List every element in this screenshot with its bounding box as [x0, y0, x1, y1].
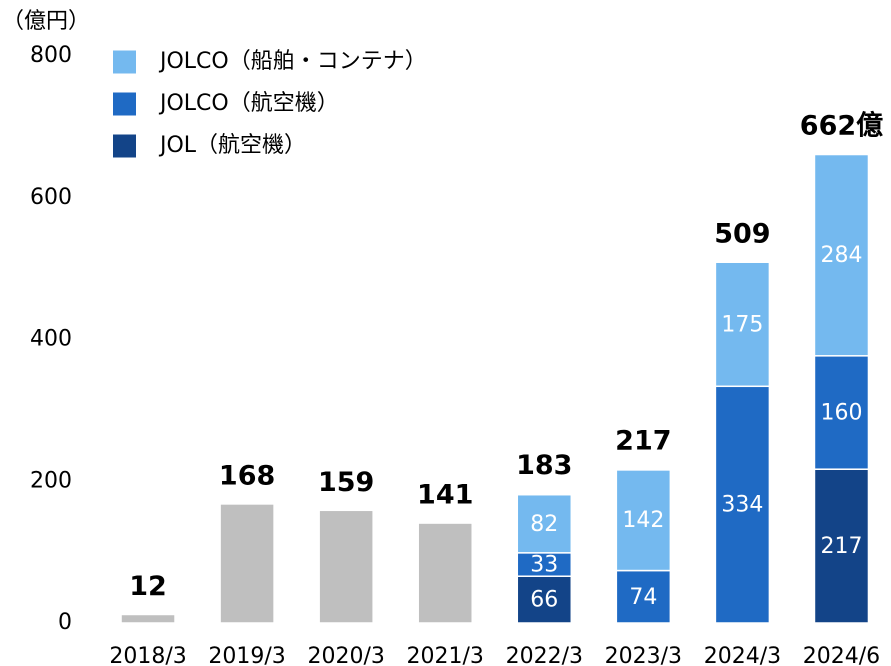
- legend-swatch: [113, 50, 136, 74]
- total-label: 662億: [800, 110, 883, 141]
- segment-label: 160: [820, 401, 862, 426]
- legend-swatch: [113, 92, 136, 116]
- total-label: 141: [417, 480, 473, 511]
- bar-segment: [516, 493, 573, 554]
- legend-label: JOLCO（船舶・コンテナ）: [158, 49, 427, 74]
- total-label: 217: [615, 426, 671, 457]
- total-label: 12: [129, 571, 167, 602]
- segment-label: 82: [530, 512, 558, 537]
- x-tick-label: 2022/3: [506, 644, 583, 666]
- x-tick-label: 2018/3: [109, 644, 186, 666]
- segment-label: 142: [622, 508, 664, 533]
- bar-segment: [120, 613, 176, 624]
- segment-label: 284: [820, 243, 862, 268]
- bar-segment: [813, 355, 870, 470]
- bar-segment: [714, 385, 771, 624]
- bar-segment: [615, 569, 672, 624]
- bar-segment: [714, 261, 771, 388]
- y-axis-label: （億円）: [2, 9, 90, 34]
- segment-label: 334: [721, 493, 763, 518]
- total-label: 183: [516, 450, 572, 481]
- legend-label: JOLCO（航空機）: [158, 91, 339, 116]
- y-tick-label: 800: [30, 43, 72, 68]
- bar-segment: [417, 522, 473, 624]
- y-tick-label: 200: [30, 468, 72, 493]
- bar-segment: [615, 469, 672, 572]
- total-label: 509: [714, 219, 770, 250]
- x-tick-label: 2023/3: [605, 644, 682, 666]
- x-tick-label: 2019/3: [208, 644, 285, 666]
- segment-label: 33: [530, 553, 558, 578]
- x-tick-label: 2021/3: [407, 644, 484, 666]
- segment-label: 66: [530, 588, 558, 613]
- x-tick-label: 2024/6: [803, 644, 880, 666]
- legend-label: JOL（航空機）: [158, 133, 306, 158]
- bar-segment: [219, 503, 275, 624]
- bar-segment: [813, 468, 870, 624]
- bar-segment: [318, 509, 374, 624]
- segment-label: 175: [721, 312, 763, 337]
- y-tick-label: 600: [30, 185, 72, 210]
- total-label: 159: [318, 467, 374, 498]
- total-label: 168: [219, 460, 275, 491]
- x-tick-label: 2020/3: [307, 644, 384, 666]
- x-tick-label: 2024/3: [704, 644, 781, 666]
- bar-segment: [516, 575, 573, 624]
- y-tick-label: 400: [30, 327, 72, 352]
- legend-swatch: [113, 134, 136, 158]
- segment-label: 74: [629, 585, 657, 610]
- segment-label: 217: [820, 534, 862, 559]
- y-tick-label: 0: [58, 610, 72, 635]
- bar-segment: [813, 153, 870, 357]
